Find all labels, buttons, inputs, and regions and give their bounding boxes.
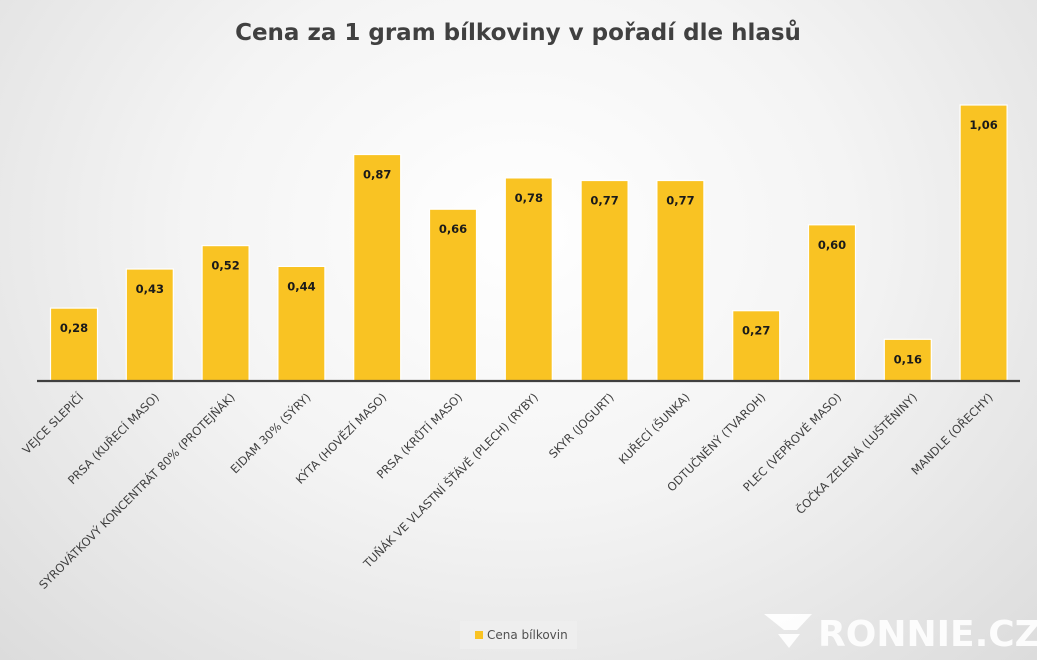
bar <box>580 179 629 382</box>
x-tick-label: PRSA (KRŮTÍ MASO) <box>373 390 465 482</box>
legend: Cena bílkovin <box>460 621 577 649</box>
bar <box>959 104 1008 382</box>
bar <box>504 177 553 382</box>
data-label: 0,87 <box>363 168 391 182</box>
watermark-logo-icon-lower <box>778 634 800 648</box>
bar <box>428 208 478 382</box>
legend-label: Cena bílkovin <box>487 628 568 642</box>
data-label: 0,60 <box>818 238 846 252</box>
watermark-text: RONNIE.CZ <box>818 614 1037 655</box>
bar <box>125 268 174 382</box>
watermark-logo-icon <box>764 614 812 630</box>
bars-group <box>49 104 1008 382</box>
bar <box>732 310 781 382</box>
data-label: 0,28 <box>60 321 88 335</box>
data-label: 0,66 <box>439 222 467 236</box>
legend-swatch <box>475 631 483 639</box>
x-tick-label: VEJCE SLEPIČÍ <box>19 389 87 457</box>
bar <box>277 265 326 382</box>
data-label: 0,52 <box>211 259 239 273</box>
chart-title: Cena za 1 gram bílkoviny v pořadí dle hl… <box>235 19 801 46</box>
bar <box>49 307 99 382</box>
bar <box>883 338 932 382</box>
data-label: 0,77 <box>666 194 694 208</box>
data-label: 1,06 <box>969 118 997 132</box>
data-label: 0,43 <box>136 282 164 296</box>
x-tick-label: SKYR (JOGURT) <box>546 390 617 461</box>
bar <box>353 153 402 382</box>
x-tick-label: KUŘECÍ (ŠUNKA) <box>615 390 692 467</box>
x-tick-label: EIDAM 30% (SÝRY) <box>227 390 314 477</box>
watermark: RONNIE.CZ <box>764 614 1037 655</box>
data-label: 0,44 <box>287 279 315 293</box>
data-label: 0,78 <box>515 191 543 205</box>
data-label: 0,77 <box>590 194 618 208</box>
bar <box>201 245 250 382</box>
bar <box>656 179 705 382</box>
x-tick-label: MANDLE (OŘECHY) <box>908 390 996 478</box>
data-label: 0,16 <box>894 352 922 366</box>
data-label: 0,27 <box>742 324 770 338</box>
x-tick-label: TUŇÁK VE VLASTNÍ ŠŤÁVĚ (PLECH) (RYBY) <box>359 390 541 572</box>
data-labels-group: 0,28 0,43 0,52 0,44 0,87 0,66 0,78 0,77 0,77 0,27… <box>60 118 998 366</box>
x-tick-label: ČOČKA ZELENÁ (LUŠTĚNINY) <box>792 390 920 518</box>
